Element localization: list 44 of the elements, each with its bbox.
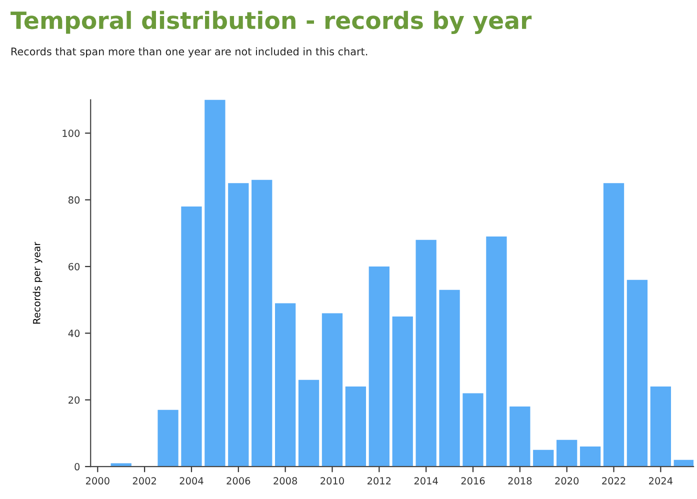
x-tick-label: 2006 [226,477,250,485]
bar [462,393,484,467]
x-tick-label: 2024 [649,477,672,485]
bar [439,290,460,467]
chart-subtitle: Records that span more than one year are not included in this chart. [11,47,368,58]
bar [181,206,202,467]
bar [228,183,249,467]
y-tick-label: 0 [74,463,80,470]
bar [275,303,296,467]
y-tick-label: 40 [68,330,80,338]
bar [603,183,624,467]
bar [298,380,320,467]
bar [204,100,226,467]
y-tick-label: 80 [68,196,80,204]
x-tick-label: 2004 [180,477,204,485]
bar [580,446,601,467]
bar [252,180,272,467]
x-tick-label: 2012 [368,477,391,485]
bar [158,410,178,467]
x-tick-label: 2020 [555,477,579,485]
x-tick-label: 2002 [132,477,156,485]
x-tick-label: 2008 [274,477,298,485]
bar [486,236,507,467]
y-tick-label: 100 [62,130,80,137]
x-tick-label: 2016 [461,477,485,485]
bar [416,240,436,467]
bar [556,440,578,467]
x-tick-label: 2000 [86,477,110,485]
x-tick-label: 2018 [508,477,532,485]
bar [322,313,343,467]
bar [510,406,530,467]
y-axis-title: Records per year [32,242,42,324]
y-tick-label: 60 [68,262,80,270]
bar [626,280,648,467]
x-tick-label: 2014 [414,477,438,485]
bar [650,386,671,467]
bar [533,450,554,467]
chart-title: Temporal distribution - records by year [10,10,532,34]
bar [392,316,413,467]
y-tick-label: 20 [68,396,80,404]
x-tick-label: 2010 [320,477,344,485]
x-tick-label: 2022 [602,477,626,485]
bar [368,266,390,467]
bar [345,386,366,467]
